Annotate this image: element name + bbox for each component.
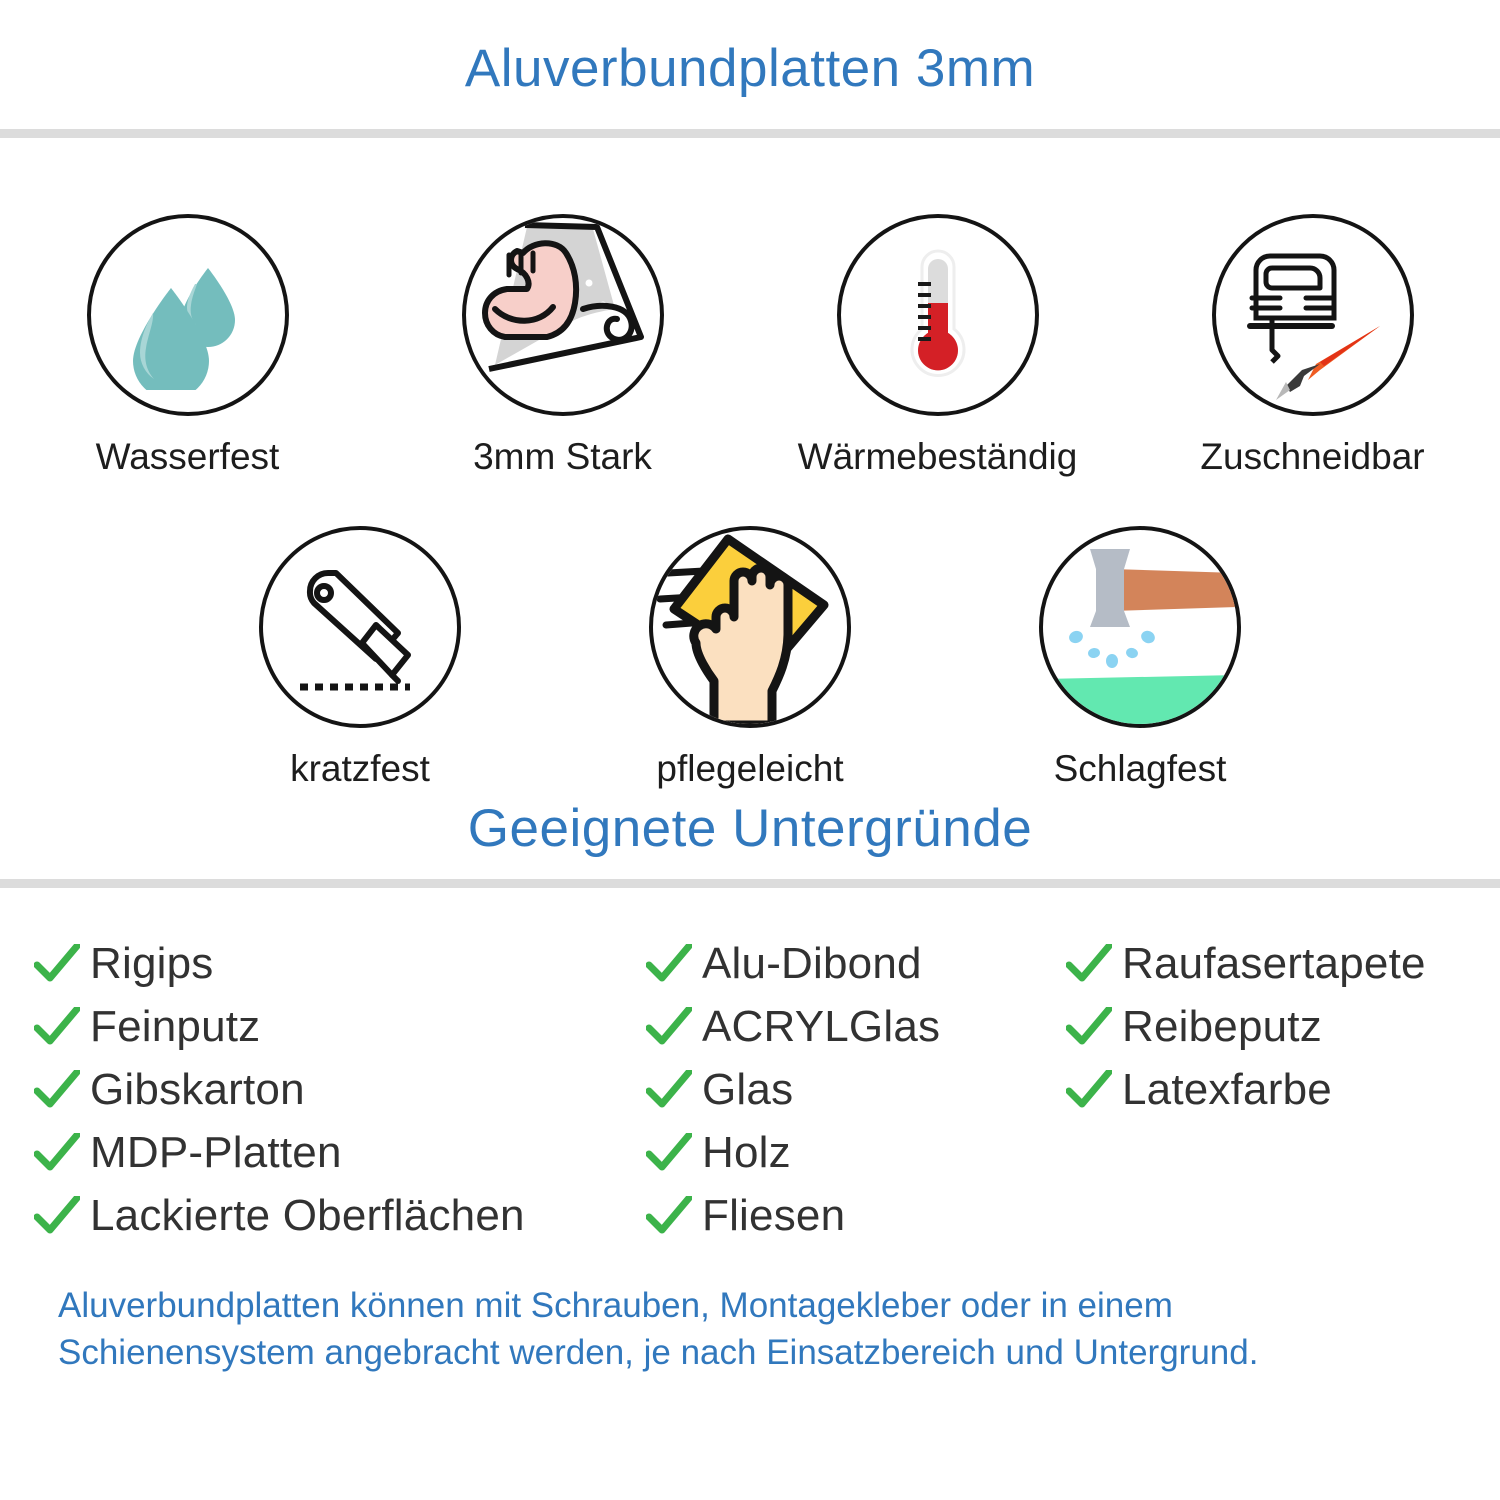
list-item-label: Alu-Dibond xyxy=(702,938,922,988)
list-item-label: Latexfarbe xyxy=(1122,1064,1332,1114)
green-check-icon xyxy=(646,1069,702,1110)
green-check-icon xyxy=(646,943,702,984)
features-section: Wasserfest xyxy=(0,138,1500,790)
list-item-label: Gibskarton xyxy=(90,1064,305,1114)
green-check-icon xyxy=(646,1132,702,1173)
title-block: Aluverbundplatten 3mm xyxy=(0,0,1500,95)
feature-icon-circle xyxy=(461,214,664,416)
list-item: Raufasertapete xyxy=(1066,932,1486,995)
list-item-label: Feinputz xyxy=(90,1001,261,1051)
feature-icon-circle xyxy=(836,214,1039,416)
feature-label: Schlagfest xyxy=(1053,748,1227,789)
checklist-column-3: Raufasertapete Reibeputz Latexfarbe xyxy=(1066,932,1486,1247)
list-item: ACRYLGlas xyxy=(646,995,1066,1058)
feature-schlagfest: Schlagfest xyxy=(945,526,1335,790)
feature-waermebestaendig: Wärmebeständig xyxy=(750,214,1125,478)
thermometer-icon xyxy=(868,245,1008,385)
green-check-icon xyxy=(34,943,90,984)
green-check-icon xyxy=(1066,1069,1122,1110)
suitable-surfaces-list: Rigips Feinputz Gibskarton MDP-Platten L… xyxy=(0,888,1500,1247)
list-item: MDP-Platten xyxy=(34,1121,646,1184)
list-item-label: Glas xyxy=(702,1064,794,1114)
hammer-impact-icon xyxy=(1043,530,1237,724)
feature-label: Wärmebeständig xyxy=(797,436,1078,477)
feature-row-2: kratzfest xyxy=(0,478,1500,790)
list-item: Gibskarton xyxy=(34,1058,646,1121)
page-title: Aluverbundplatten 3mm xyxy=(464,39,1036,98)
list-item-label: Lackierte Oberflächen xyxy=(90,1190,525,1240)
list-item: Holz xyxy=(646,1121,1066,1184)
list-item: Reibeputz xyxy=(1066,995,1486,1058)
water-drops-icon xyxy=(113,240,263,390)
feature-label: kratzfest xyxy=(290,748,430,789)
feature-label: Wasserfest xyxy=(95,436,280,477)
feature-row-1: Wasserfest xyxy=(0,148,1500,478)
feature-icon-circle xyxy=(1039,526,1241,728)
list-item: Glas xyxy=(646,1058,1066,1121)
green-check-icon xyxy=(646,1195,702,1236)
subtitle-block: Geeignete Untergründe xyxy=(0,790,1500,855)
hand-with-cloth-icon xyxy=(653,530,847,724)
divider-top xyxy=(0,129,1500,138)
divider-middle xyxy=(0,879,1500,888)
feature-label: pflegeleicht xyxy=(656,748,844,789)
jigsaw-and-cutter-icon xyxy=(1228,230,1398,400)
feature-label: Zuschneidbar xyxy=(1200,436,1425,477)
feature-icon-circle xyxy=(1211,214,1414,416)
feature-icon-circle xyxy=(649,526,851,728)
green-check-icon xyxy=(1066,1006,1122,1047)
cutter-knife-scratch-icon xyxy=(280,547,440,707)
feature-icon-circle xyxy=(259,526,461,728)
feature-3mm-stark: 3mm Stark xyxy=(375,214,750,478)
list-item-label: ACRYLGlas xyxy=(702,1001,941,1051)
list-item: Fliesen xyxy=(646,1184,1066,1247)
list-item: Alu-Dibond xyxy=(646,932,1066,995)
section-title-untergruende: Geeignete Untergründe xyxy=(467,799,1033,858)
green-check-icon xyxy=(1066,943,1122,984)
green-check-icon xyxy=(34,1006,90,1047)
list-item: Rigips xyxy=(34,932,646,995)
list-item: Latexfarbe xyxy=(1066,1058,1486,1121)
feature-pflegeleicht: pflegeleicht xyxy=(555,526,945,790)
footer-line-1: Aluverbundplatten können mit Schrauben, … xyxy=(58,1286,1173,1325)
green-check-icon xyxy=(34,1069,90,1110)
green-check-icon xyxy=(34,1132,90,1173)
feature-icon-circle xyxy=(86,214,289,416)
list-item: Feinputz xyxy=(34,995,646,1058)
list-item-label: Holz xyxy=(702,1127,791,1177)
feature-label: 3mm Stark xyxy=(473,436,652,477)
list-item-label: Reibeputz xyxy=(1122,1001,1322,1051)
list-item: Lackierte Oberflächen xyxy=(34,1184,646,1247)
green-check-icon xyxy=(646,1006,702,1047)
list-item-label: Rigips xyxy=(90,938,214,988)
checklist-column-2: Alu-Dibond ACRYLGlas Glas Holz Fliesen xyxy=(646,932,1066,1247)
footer-line-2: Schienensystem angebracht werden, je nac… xyxy=(58,1332,1259,1372)
footer-note: Aluverbundplatten können mit Schrauben, … xyxy=(0,1247,1500,1376)
green-check-icon xyxy=(34,1195,90,1236)
feature-wasserfest: Wasserfest xyxy=(0,214,375,478)
list-item-label: Raufasertapete xyxy=(1122,938,1426,988)
list-item-label: Fliesen xyxy=(702,1190,846,1240)
list-item-label: MDP-Platten xyxy=(90,1127,342,1177)
feature-kratzfest: kratzfest xyxy=(165,526,555,790)
checklist-column-1: Rigips Feinputz Gibskarton MDP-Platten L… xyxy=(34,932,646,1247)
flexing-bicep-icon xyxy=(466,218,660,412)
feature-zuschneidbar: Zuschneidbar xyxy=(1125,214,1500,478)
